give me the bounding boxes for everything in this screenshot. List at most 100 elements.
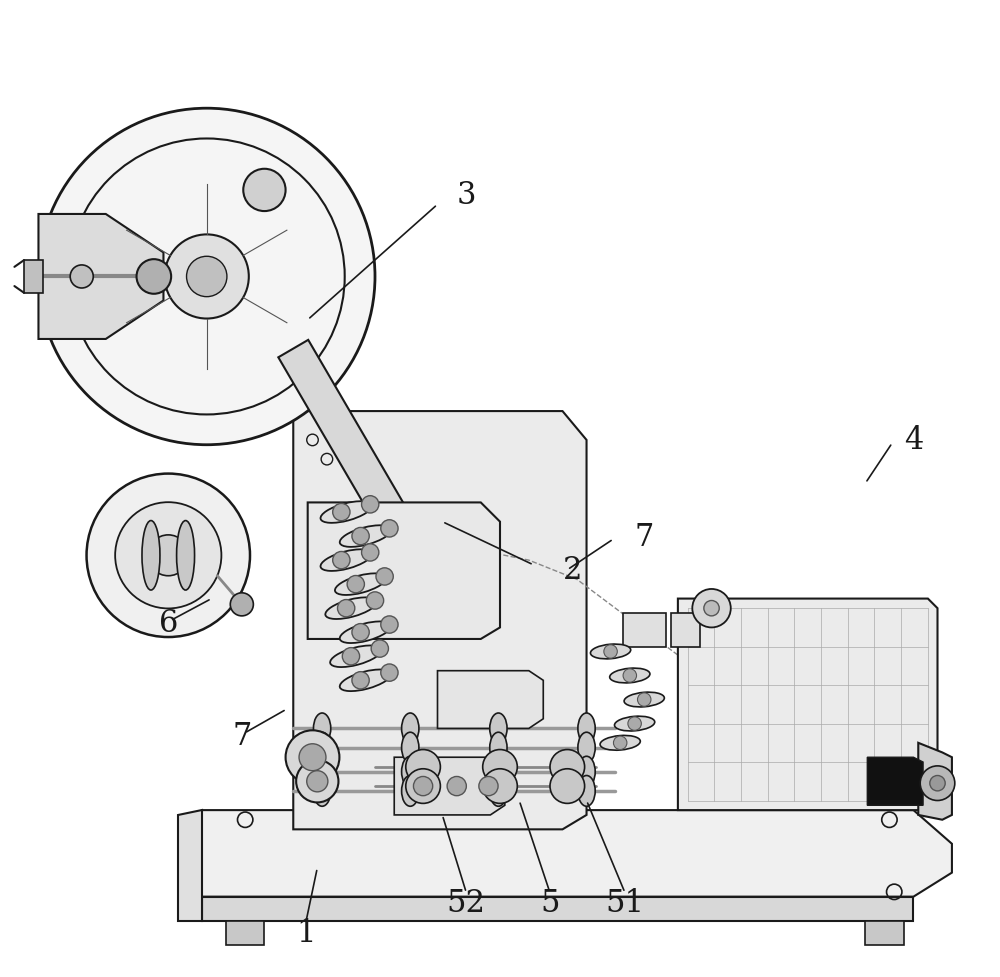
Ellipse shape bbox=[177, 521, 195, 590]
Circle shape bbox=[337, 600, 355, 617]
Circle shape bbox=[333, 504, 350, 521]
Circle shape bbox=[613, 737, 627, 749]
Circle shape bbox=[286, 731, 339, 785]
Circle shape bbox=[406, 749, 440, 785]
Text: 6: 6 bbox=[159, 608, 178, 638]
Ellipse shape bbox=[325, 598, 377, 619]
Polygon shape bbox=[24, 261, 43, 293]
Circle shape bbox=[362, 496, 379, 514]
Circle shape bbox=[604, 645, 617, 658]
Ellipse shape bbox=[313, 733, 331, 763]
Circle shape bbox=[483, 749, 517, 785]
Circle shape bbox=[70, 266, 93, 289]
Ellipse shape bbox=[313, 776, 331, 806]
Circle shape bbox=[296, 760, 338, 802]
Ellipse shape bbox=[402, 776, 419, 806]
Circle shape bbox=[479, 777, 498, 796]
Circle shape bbox=[376, 569, 393, 585]
Circle shape bbox=[447, 777, 466, 796]
Circle shape bbox=[638, 693, 651, 706]
Circle shape bbox=[550, 749, 585, 785]
Bar bbox=[671, 614, 700, 647]
Polygon shape bbox=[918, 743, 952, 820]
Ellipse shape bbox=[340, 670, 391, 692]
Ellipse shape bbox=[490, 713, 507, 744]
Circle shape bbox=[366, 592, 384, 610]
Circle shape bbox=[628, 717, 641, 731]
Circle shape bbox=[333, 552, 350, 570]
Circle shape bbox=[148, 535, 189, 576]
Circle shape bbox=[623, 669, 637, 683]
Ellipse shape bbox=[321, 550, 372, 572]
Bar bbox=[623, 614, 666, 647]
Circle shape bbox=[342, 648, 360, 665]
Circle shape bbox=[371, 640, 388, 658]
Ellipse shape bbox=[340, 526, 391, 547]
Ellipse shape bbox=[402, 733, 419, 763]
Circle shape bbox=[137, 260, 171, 294]
Circle shape bbox=[483, 769, 517, 803]
Polygon shape bbox=[678, 599, 938, 810]
Text: 2: 2 bbox=[562, 555, 582, 585]
Ellipse shape bbox=[610, 668, 650, 683]
Ellipse shape bbox=[490, 756, 507, 787]
Text: 7: 7 bbox=[233, 720, 252, 751]
Circle shape bbox=[347, 575, 364, 593]
Circle shape bbox=[550, 769, 585, 803]
Circle shape bbox=[381, 664, 398, 682]
Circle shape bbox=[187, 257, 227, 297]
Circle shape bbox=[352, 624, 369, 641]
Circle shape bbox=[406, 769, 440, 803]
Circle shape bbox=[704, 601, 719, 616]
Ellipse shape bbox=[340, 621, 391, 644]
Ellipse shape bbox=[590, 645, 631, 659]
Polygon shape bbox=[226, 920, 264, 945]
Circle shape bbox=[87, 474, 250, 637]
Ellipse shape bbox=[578, 733, 595, 763]
Polygon shape bbox=[308, 503, 500, 639]
Polygon shape bbox=[278, 341, 409, 531]
Text: 3: 3 bbox=[457, 180, 476, 211]
Text: 1: 1 bbox=[296, 916, 316, 948]
Circle shape bbox=[165, 235, 249, 319]
Circle shape bbox=[692, 589, 731, 628]
Polygon shape bbox=[38, 215, 163, 340]
Ellipse shape bbox=[402, 713, 419, 744]
Circle shape bbox=[381, 520, 398, 537]
Ellipse shape bbox=[614, 716, 655, 731]
Circle shape bbox=[115, 503, 221, 609]
Circle shape bbox=[413, 777, 433, 796]
Ellipse shape bbox=[624, 693, 664, 707]
Circle shape bbox=[299, 744, 326, 771]
Ellipse shape bbox=[490, 733, 507, 763]
Ellipse shape bbox=[335, 573, 386, 595]
Circle shape bbox=[930, 776, 945, 791]
Polygon shape bbox=[202, 810, 952, 897]
Ellipse shape bbox=[600, 736, 640, 750]
Text: 5: 5 bbox=[540, 887, 560, 918]
Text: 51: 51 bbox=[606, 887, 644, 918]
Circle shape bbox=[243, 170, 286, 212]
Ellipse shape bbox=[313, 713, 331, 744]
Ellipse shape bbox=[142, 521, 160, 590]
Ellipse shape bbox=[330, 646, 381, 667]
Ellipse shape bbox=[313, 756, 331, 787]
Circle shape bbox=[352, 528, 369, 545]
Ellipse shape bbox=[578, 756, 595, 787]
Polygon shape bbox=[867, 757, 923, 805]
Ellipse shape bbox=[402, 756, 419, 787]
Polygon shape bbox=[178, 810, 202, 920]
Circle shape bbox=[362, 544, 379, 562]
Circle shape bbox=[352, 672, 369, 689]
Polygon shape bbox=[394, 757, 505, 815]
Ellipse shape bbox=[321, 502, 372, 524]
Circle shape bbox=[307, 771, 328, 792]
Polygon shape bbox=[865, 920, 904, 945]
Circle shape bbox=[230, 593, 253, 616]
Text: 4: 4 bbox=[904, 425, 923, 456]
Text: 7: 7 bbox=[635, 521, 654, 552]
Circle shape bbox=[38, 109, 375, 446]
Circle shape bbox=[920, 766, 955, 801]
Ellipse shape bbox=[578, 776, 595, 806]
Polygon shape bbox=[293, 411, 587, 829]
